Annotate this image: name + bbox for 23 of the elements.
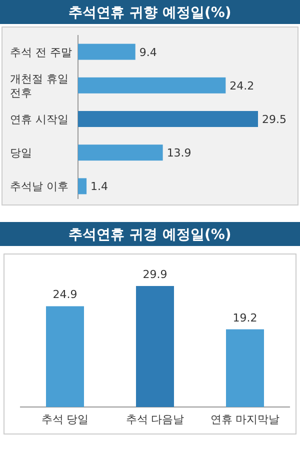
y-tick-label: 추석날 이후 [10, 180, 68, 194]
chart-title: 추석연휴 귀경 예정일(%) [68, 227, 232, 243]
bar [78, 111, 258, 127]
bar [78, 178, 87, 194]
x-tick-label: 추석 다음날 [126, 413, 184, 426]
data-label: 19.2 [232, 311, 258, 324]
y-tick-label: 연휴 시작일 [10, 113, 68, 126]
chart-title: 추석연휴 귀향 예정일(%) [68, 5, 232, 21]
y-tick-label: 추석 전 주말 [10, 46, 72, 59]
bar [78, 77, 226, 94]
bar [78, 144, 163, 161]
x-tick-label: 연휴 마지막날 [210, 413, 280, 426]
data-label: 24.9 [52, 288, 78, 302]
data-label: 9.4 [139, 46, 157, 59]
x-tick-label: 추석 당일 [41, 413, 89, 426]
bar [78, 44, 136, 60]
data-label: 29.9 [142, 268, 168, 281]
y-tick-label: 당일 [10, 146, 32, 160]
data-label: 29.5 [262, 113, 286, 126]
data-label: 1.4 [90, 180, 108, 194]
data-label: 24.2 [230, 79, 254, 92]
data-label: 13.9 [166, 146, 192, 160]
y-tick-label: 개천절 휴일 전후 [10, 72, 68, 100]
